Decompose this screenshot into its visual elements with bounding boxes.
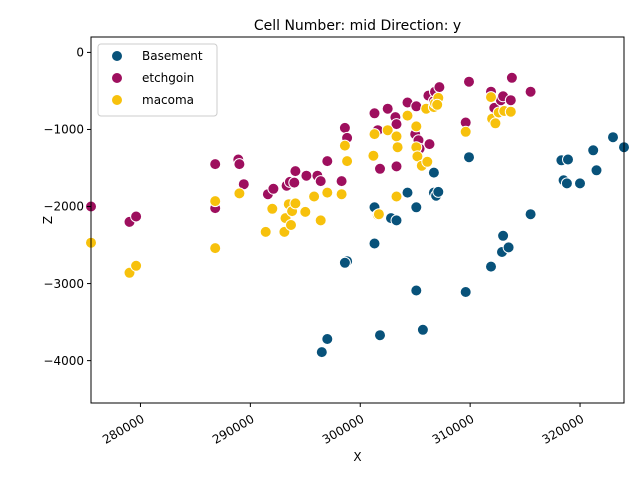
point-macoma-11 <box>285 219 297 231</box>
point-macoma-20 <box>341 155 354 168</box>
point-macoma-22 <box>368 128 381 141</box>
y-tick-label-2: −2000 <box>43 200 84 214</box>
point-macoma-17 <box>321 186 334 199</box>
point-etchgoin-45 <box>505 71 518 84</box>
point-etchgoin-26 <box>390 118 403 131</box>
plot-frame <box>90 36 625 404</box>
point-etchgoin-4 <box>209 158 222 171</box>
point-macoma-19 <box>338 139 351 152</box>
point-macoma-46 <box>504 105 517 118</box>
point-etchgoin-19 <box>338 121 351 134</box>
point-basement-29 <box>590 164 603 177</box>
legend-marker-etchgoin <box>111 72 123 84</box>
point-basement-3 <box>416 323 429 336</box>
point-basement-1 <box>321 333 334 345</box>
x-axis-label: X <box>353 450 361 464</box>
point-basement-30 <box>587 144 600 157</box>
point-etchgoin-46 <box>524 85 537 98</box>
point-macoma-21 <box>367 149 380 162</box>
y-tick-label-1: −1000 <box>43 123 84 137</box>
point-etchgoin-24 <box>381 102 394 115</box>
point-macoma-29 <box>401 109 414 122</box>
point-etchgoin-16 <box>314 175 327 188</box>
point-basement-7 <box>338 256 351 269</box>
point-basement-25 <box>562 153 574 166</box>
point-etchgoin-30 <box>410 100 423 113</box>
legend-label-macoma: macoma <box>142 93 194 107</box>
point-macoma-25 <box>381 124 394 137</box>
legend-marker-basement <box>111 50 123 62</box>
point-macoma-14 <box>299 205 312 218</box>
point-macoma-2 <box>130 259 143 272</box>
point-etchgoin-21 <box>368 107 381 120</box>
point-etchgoin-37 <box>433 81 446 94</box>
point-basement-17 <box>410 201 423 214</box>
point-macoma-35 <box>421 155 434 168</box>
chart-title: Cell Number: mid Direction: y <box>254 18 461 34</box>
point-basement-31 <box>607 131 619 144</box>
point-basement-22 <box>427 166 440 179</box>
legend-box <box>97 43 218 117</box>
point-basement-8 <box>368 237 381 250</box>
point-etchgoin-18 <box>335 175 348 188</box>
point-etchgoin-13 <box>289 165 302 178</box>
point-macoma-28 <box>391 141 404 154</box>
point-basement-27 <box>560 177 573 190</box>
point-basement-13 <box>524 208 537 221</box>
point-basement-12 <box>502 241 515 254</box>
point-basement-15 <box>390 214 403 227</box>
point-basement-23 <box>463 151 475 164</box>
point-etchgoin-39 <box>463 75 475 88</box>
point-macoma-26 <box>390 190 403 203</box>
point-basement-21 <box>432 185 445 198</box>
point-basement-28 <box>574 177 586 190</box>
point-etchgoin-12 <box>288 176 301 189</box>
point-basement-18 <box>401 186 414 199</box>
point-etchgoin-14 <box>300 169 313 182</box>
point-macoma-39 <box>431 98 444 111</box>
point-etchgoin-27 <box>390 160 403 173</box>
point-etchgoin-34 <box>423 138 436 151</box>
legend: Basement etchgoin macoma <box>97 43 218 117</box>
point-etchgoin-6 <box>233 158 246 171</box>
point-basement-4 <box>459 286 472 298</box>
point-macoma-13 <box>289 197 302 210</box>
legend-label-basement: Basement <box>142 49 203 63</box>
point-macoma-6 <box>259 225 272 238</box>
point-macoma-5 <box>233 187 246 200</box>
point-macoma-7 <box>266 202 279 215</box>
y-axis-label: Z <box>41 216 55 224</box>
point-basement-2 <box>374 329 386 342</box>
y-tick-label-0: 0 <box>76 46 84 60</box>
point-macoma-41 <box>485 91 497 104</box>
point-etchgoin-17 <box>321 155 334 168</box>
point-etchgoin-2 <box>130 210 143 223</box>
point-basement-0 <box>315 346 328 359</box>
point-etchgoin-9 <box>267 182 280 195</box>
point-etchgoin-44 <box>504 94 517 107</box>
point-macoma-24 <box>372 208 385 221</box>
y-axis: 0 −1000 −2000 −3000 −4000 <box>43 46 91 368</box>
point-basement-9 <box>485 260 497 273</box>
point-macoma-30 <box>410 120 423 133</box>
point-macoma-43 <box>489 117 502 130</box>
point-macoma-3 <box>209 242 222 255</box>
legend-label-etchgoin: etchgoin <box>142 71 194 85</box>
point-macoma-27 <box>390 130 403 143</box>
y-tick-label-4: −4000 <box>43 354 84 368</box>
point-basement-5 <box>410 284 423 297</box>
point-etchgoin-23 <box>374 162 386 175</box>
points-layer <box>85 71 630 359</box>
point-macoma-4 <box>209 195 222 208</box>
y-tick-label-3: −3000 <box>43 277 84 291</box>
point-macoma-40 <box>459 125 472 138</box>
point-macoma-15 <box>308 190 321 203</box>
legend-marker-macoma <box>111 94 123 106</box>
point-macoma-16 <box>314 214 327 227</box>
point-basement-11 <box>497 229 510 242</box>
point-macoma-18 <box>335 188 348 201</box>
